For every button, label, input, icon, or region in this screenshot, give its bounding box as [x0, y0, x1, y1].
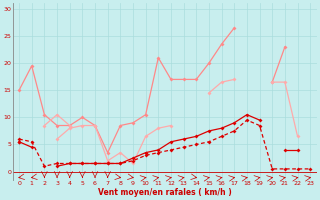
X-axis label: Vent moyen/en rafales ( km/h ): Vent moyen/en rafales ( km/h ) [98, 188, 231, 197]
